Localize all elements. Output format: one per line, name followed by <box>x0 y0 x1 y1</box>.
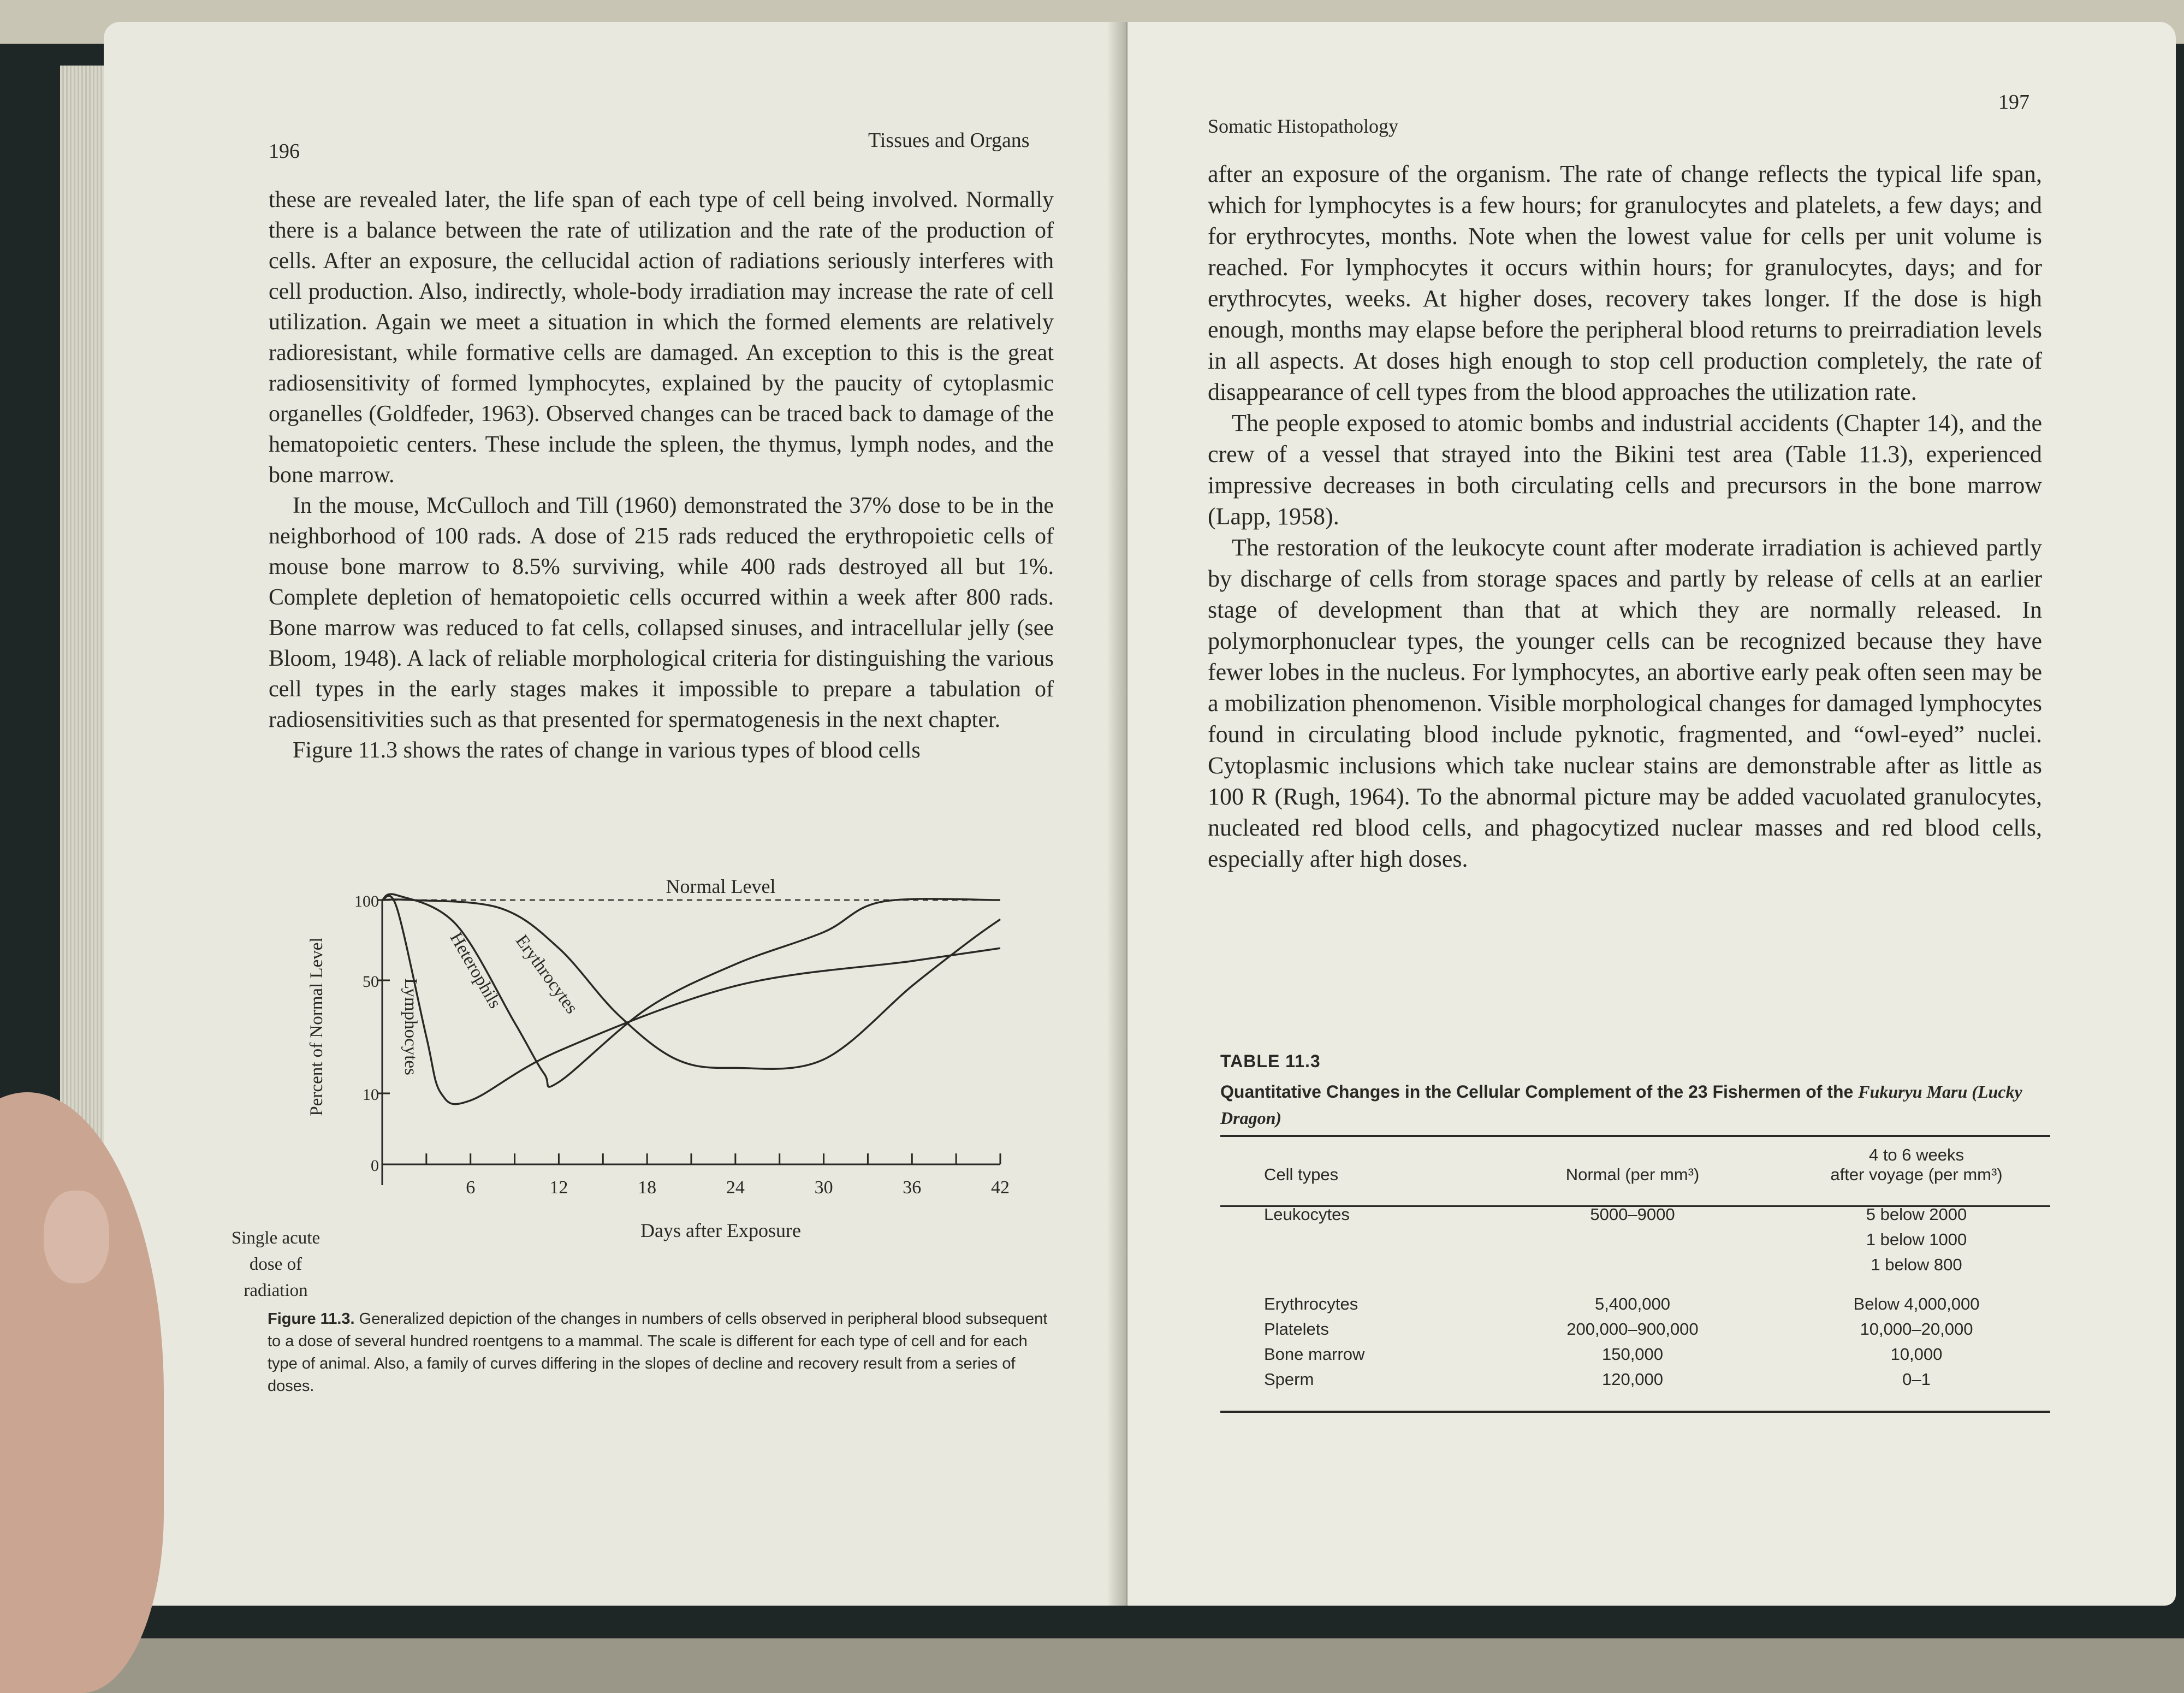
left-paragraph-2: In the mouse, McCulloch and Till (1960) … <box>269 493 1054 732</box>
thumbnail <box>44 1191 109 1283</box>
column-header-after-voyage: 4 to 6 weeks after voyage (per mm³) <box>1783 1139 2050 1190</box>
right-paragraph-1: after an exposure of the organism. The r… <box>1208 161 2042 405</box>
table-row: Sperm 120,000 0–1 <box>1220 1367 2050 1392</box>
table-title-main: Quantitative Changes in the Cellular Com… <box>1220 1082 1854 1102</box>
normal-value: 120,000 <box>1601 1370 1664 1389</box>
table-top-rule <box>1220 1135 2050 1137</box>
x-tick-label: 6 <box>466 1177 475 1198</box>
right-paragraph-3: The restoration of the leukocyte count a… <box>1208 534 2042 872</box>
left-paragraph-3: Figure 11.3 shows the rates of change in… <box>293 738 921 763</box>
table-row: Bone marrow 150,000 10,000 <box>1220 1342 2050 1367</box>
table-header-row: Cell types Normal (per mm³) 4 to 6 weeks… <box>1220 1139 2050 1190</box>
column-header-after-line-1: 4 to 6 weeks <box>1868 1145 1965 1164</box>
cell-type: Leukocytes <box>1264 1205 1350 1224</box>
cell-type: Platelets <box>1264 1319 1329 1339</box>
right-running-head: Somatic Histopathology <box>1208 115 1398 137</box>
table-title: Quantitative Changes in the Cellular Com… <box>1220 1079 2050 1131</box>
x-tick-label: 30 <box>815 1177 833 1198</box>
figure-caption-label: Figure 11.3. <box>268 1310 355 1328</box>
after-value: 1 below 1000 <box>1866 1230 1967 1249</box>
after-value: 1 below 800 <box>1871 1255 1962 1274</box>
normal-value: 5,400,000 <box>1595 1294 1670 1313</box>
y-tick-label: 50 <box>363 973 379 991</box>
cell-type <box>1220 1227 1482 1252</box>
heterophils-curve <box>381 893 1001 1088</box>
x-tick-label: 42 <box>991 1177 1010 1198</box>
x-tick-label: 12 <box>549 1177 568 1198</box>
x-tick-label: 18 <box>638 1177 656 1198</box>
left-page-number: 196 <box>269 140 300 163</box>
after-value: 10,000–20,000 <box>1860 1319 1973 1339</box>
left-paragraph-1: these are revealed later, the life span … <box>269 187 1054 488</box>
column-header-normal: Normal (per mm³) <box>1565 1165 1700 1184</box>
right-paragraph-2: The people exposed to atomic bombs and i… <box>1208 410 2042 530</box>
y-tick-label: 100 <box>354 892 379 910</box>
figure-caption-text: Generalized depiction of the changes in … <box>268 1310 1048 1395</box>
table-bottom-rule <box>1220 1411 2050 1413</box>
dose-label-line-3: radiation <box>244 1281 307 1300</box>
normal-value: 200,000–900,000 <box>1566 1319 1699 1339</box>
normal-value <box>1482 1252 1783 1277</box>
dose-label-line-1: Single acute <box>232 1228 320 1248</box>
table-row: Platelets 200,000–900,000 10,000–20,000 <box>1220 1317 2050 1342</box>
y-axis-title: Percent of Normal Level <box>307 937 327 1116</box>
y-tick-label: 10 <box>363 1086 379 1104</box>
left-page <box>104 22 1130 1606</box>
blood-cell-chart: 6 12 18 24 30 36 42 0 10 50 100 Normal Level Days … <box>232 875 1010 1300</box>
column-header-cell-types: Cell types <box>1264 1165 1339 1184</box>
right-page-number: 197 <box>1998 91 2029 114</box>
chart-axes <box>381 900 1000 1185</box>
normal-value: 5000–9000 <box>1590 1205 1675 1224</box>
x-tick-label: 36 <box>903 1177 921 1198</box>
normal-value: 150,000 <box>1601 1345 1664 1364</box>
table-header-rule <box>1220 1205 2050 1207</box>
table-row: Erythrocytes 5,400,000 Below 4,000,000 <box>1220 1277 2050 1317</box>
normal-level-label: Normal Level <box>666 875 776 897</box>
lymphocytes-curve <box>382 895 1001 1105</box>
cell-type: Bone marrow <box>1264 1345 1365 1364</box>
cell-type <box>1220 1252 1482 1277</box>
y-tick-label: 0 <box>371 1157 379 1175</box>
left-running-head: Tissues and Organs <box>868 129 1030 152</box>
figure-caption: Figure 11.3. Generalized depiction of th… <box>268 1308 1054 1398</box>
table-title-vessel: Fukuryu Maru (Lucky Dragon) <box>1220 1082 2022 1128</box>
x-tick-label: 24 <box>726 1177 745 1198</box>
left-body-text: these are revealed later, the life span … <box>269 185 1054 766</box>
column-header-after-line-2: after voyage (per mm³) <box>1830 1165 2003 1184</box>
after-value: 5 below 2000 <box>1866 1205 1967 1224</box>
erythrocytes-curve <box>382 898 1001 1070</box>
dose-label-line-2: dose of <box>250 1254 302 1274</box>
normal-value <box>1482 1227 1783 1252</box>
cell-type: Erythrocytes <box>1264 1294 1358 1313</box>
right-body-text: after an exposure of the organism. The r… <box>1208 158 2042 874</box>
x-axis-title: Days after Exposure <box>640 1220 801 1241</box>
after-value: 10,000 <box>1890 1345 1943 1364</box>
cell-count-table: Cell types Normal (per mm³) 4 to 6 weeks… <box>1220 1139 2050 1392</box>
erythrocytes-curve-label: Erythrocytes <box>512 931 581 1017</box>
cell-type: Sperm <box>1264 1370 1314 1389</box>
after-value: Below 4,000,000 <box>1853 1294 1980 1313</box>
after-value: 0–1 <box>1902 1370 1931 1389</box>
table-row: 1 below 1000 <box>1220 1227 2050 1252</box>
table-row: Leukocytes 5000–9000 5 below 2000 <box>1220 1190 2050 1227</box>
figure-11-3: 6 12 18 24 30 36 42 0 10 50 100 Normal Level Days … <box>169 857 1076 1311</box>
table-label: TABLE 11.3 <box>1220 1051 1321 1071</box>
lymphocytes-curve-label: Lymphocytes <box>401 978 420 1075</box>
table-row: 1 below 800 <box>1220 1252 2050 1277</box>
heterophils-curve-label: Heterophils <box>446 929 505 1011</box>
right-page <box>1127 22 2176 1606</box>
